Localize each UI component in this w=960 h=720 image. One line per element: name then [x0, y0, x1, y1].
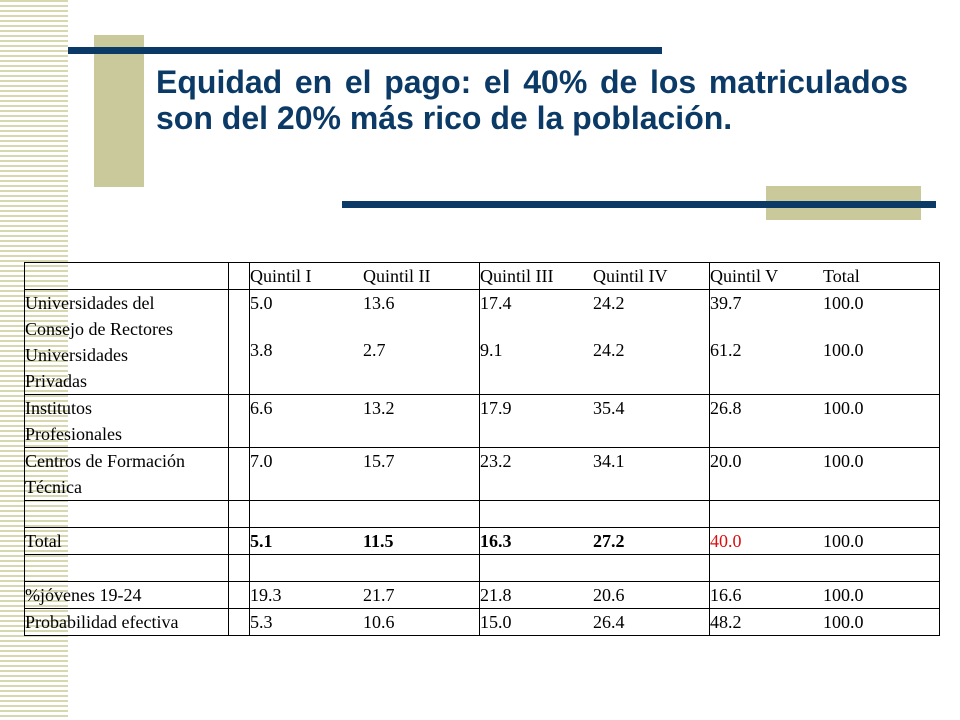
row-label: Privadas [25, 371, 87, 391]
table-row-empty [24, 500, 940, 528]
table-row: Centros de Formación Técnica 7.0 15.7 23.… [24, 447, 940, 501]
row-label: Centros de Formación [25, 451, 185, 471]
header-cell: Quintil I [250, 266, 312, 286]
table-cell: 3.8 [250, 340, 273, 360]
slide-title: Equidad en el pago: el 40% de los matric… [156, 64, 908, 136]
table-cell: 2.7 [363, 340, 386, 360]
table-cell: 100.0 [823, 293, 864, 313]
table-cell: 5.3 [250, 612, 273, 632]
table-cell: 15.7 [363, 451, 395, 471]
table-cell: 5.0 [250, 293, 273, 313]
table-cell: 21.7 [363, 585, 395, 605]
table-cell: 100.0 [823, 398, 864, 418]
table-cell: 16.6 [710, 585, 742, 605]
table-cell: 7.0 [250, 451, 273, 471]
table-cell: 17.9 [480, 398, 512, 418]
table-cell: 15.0 [480, 612, 512, 632]
table-row: Universidades del Consejo de Rectores Un… [24, 289, 940, 395]
table-cell: 24.2 [593, 293, 625, 313]
header-cell: Total [823, 266, 860, 286]
table-cell: 100.0 [823, 340, 864, 360]
table-cell: 48.2 [710, 612, 742, 632]
table-cell: 34.1 [593, 451, 625, 471]
row-label: Profesionales [25, 424, 122, 444]
table-row-empty [24, 554, 940, 582]
table-cell: 35.4 [593, 398, 625, 418]
table-cell: 26.4 [593, 612, 625, 632]
table-cell: 26.8 [710, 398, 742, 418]
table-cell: 13.2 [363, 398, 395, 418]
header-cell: Quintil IV [593, 266, 668, 286]
table-cell: 27.2 [593, 531, 625, 551]
decorative-block-left [94, 35, 144, 187]
table-cell: 10.6 [363, 612, 395, 632]
table-cell: 23.2 [480, 451, 512, 471]
table-cell: 20.0 [710, 451, 742, 471]
table-cell: 24.2 [593, 340, 625, 360]
row-label: %jóvenes 19-24 [25, 585, 142, 605]
table-row: Probabilidad efectiva 5.3 10.6 15.0 26.4 4… [24, 608, 940, 636]
table-cell: 61.2 [710, 340, 742, 360]
row-label: Probabilidad efectiva [25, 612, 179, 632]
table-cell: 6.6 [250, 398, 273, 418]
table-cell: 11.5 [363, 531, 394, 551]
table-row-total: Total 5.1 11.5 16.3 27.2 40.0 100.0 [24, 527, 940, 555]
row-label: Universidades [25, 345, 128, 365]
table-cell: 17.4 [480, 293, 512, 313]
header-cell: Quintil V [710, 266, 779, 286]
table-cell: 100.0 [823, 451, 864, 471]
table-cell: 100.0 [823, 585, 864, 605]
row-label: Consejo de Rectores [25, 319, 173, 339]
table-row: %jóvenes 19-24 19.3 21.7 21.8 20.6 16.6 100… [24, 581, 940, 609]
table-cell: 39.7 [710, 293, 742, 313]
highlighted-cell: 40.0 [710, 531, 742, 551]
table-cell: 100.0 [823, 612, 864, 632]
table-header-row: Quintil I Quintil II Quintil III Quintil I… [24, 262, 940, 290]
header-cell: Quintil III [480, 266, 554, 286]
row-label: Universidades del [25, 293, 155, 313]
table-cell: 13.6 [363, 293, 395, 313]
row-label: Total [25, 531, 62, 551]
table-cell: 100.0 [823, 531, 864, 551]
row-label: Institutos [25, 398, 93, 418]
table-cell: 20.6 [593, 585, 625, 605]
enrollment-table: Quintil I Quintil II Quintil III Quintil I… [24, 262, 940, 636]
table-cell: 5.1 [250, 531, 273, 551]
table-cell: 19.3 [250, 585, 282, 605]
table-cell: 21.8 [480, 585, 512, 605]
table-cell: 9.1 [480, 340, 503, 360]
table-row: Institutos Profesionales 6.6 13.2 17.9 35.… [24, 394, 940, 448]
header-cell: Quintil II [363, 266, 431, 286]
row-label: Técnica [25, 477, 82, 497]
table-cell: 16.3 [480, 531, 512, 551]
decorative-line-bottom [342, 201, 936, 208]
decorative-line-top [68, 47, 662, 54]
